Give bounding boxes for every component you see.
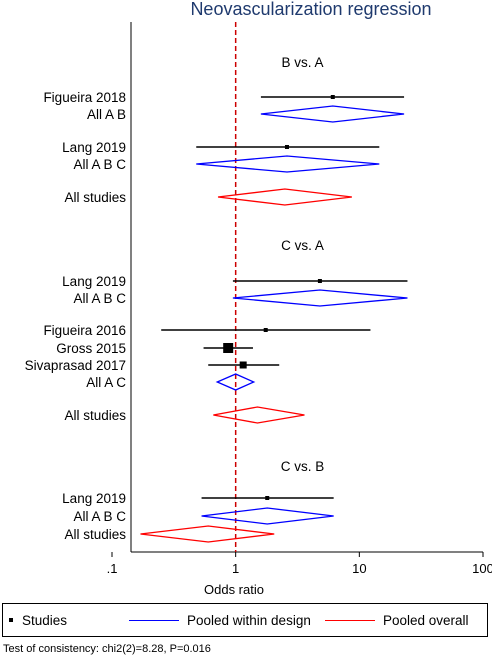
legend-label-studies: Studies: [22, 612, 68, 628]
chart-title: Neovascularization regression: [190, 0, 431, 19]
legend: Studies Pooled within design Pooled over…: [2, 603, 488, 637]
legend-label-pooled-overall: Pooled overall: [383, 612, 469, 628]
row-label: Sivaprasad 2017: [25, 358, 126, 373]
pooled-overall-diamond: [213, 406, 305, 424]
pooled-design-diamond: [260, 105, 405, 123]
pooled-overall-diamond: [140, 525, 275, 543]
legend-item-pooled-overall: Pooled overall: [325, 604, 469, 636]
study-marker-icon: [9, 618, 13, 622]
legend-item-pooled-within-design: Pooled within design: [129, 604, 311, 636]
pooled-design-diamond: [201, 507, 334, 525]
study-point: [284, 145, 289, 149]
group-heading: B vs. A: [281, 55, 323, 70]
forest-plot: Neovascularization regression .1 1 10 100 B …: [25, 0, 492, 597]
row-label: All A B C: [73, 291, 126, 306]
x-tick-label: .1: [107, 561, 118, 576]
row-label: Figueira 2016: [43, 323, 126, 338]
study-point: [239, 361, 247, 369]
pooled-design-diamond: [196, 155, 380, 173]
row-label: Lang 2019: [62, 491, 126, 506]
group-heading: C vs. A: [281, 238, 324, 253]
row-label: Gross 2015: [56, 341, 126, 356]
x-tick-label: 1: [232, 561, 239, 576]
pooled-overall-diamond: [217, 188, 352, 206]
x-axis-label: Odds ratio: [204, 582, 264, 597]
legend-label-pooled-within-design: Pooled within design: [187, 612, 311, 628]
x-tick-label: 10: [352, 561, 366, 576]
row-label: All A C: [86, 375, 126, 390]
study-point: [263, 328, 268, 332]
study-point: [330, 95, 335, 99]
x-tick-label: 100: [472, 561, 492, 576]
row-label: Lang 2019: [62, 274, 126, 289]
plot-layer: .1 1 10 100 B vs. A Figueira 2018 All A B Lang …: [25, 22, 492, 576]
blue-line-icon: [129, 619, 179, 621]
study-point: [317, 279, 322, 283]
legend-item-studies: Studies: [9, 604, 67, 636]
row-label: All studies: [64, 408, 126, 423]
row-label: All studies: [64, 190, 126, 205]
group-heading: C vs. B: [281, 459, 325, 474]
row-label: Lang 2019: [62, 140, 126, 155]
row-label: All studies: [64, 527, 126, 542]
study-point: [265, 496, 270, 500]
pooled-design-diamond: [232, 289, 408, 307]
red-line-icon: [325, 619, 375, 621]
row-label: Figueira 2018: [43, 90, 126, 105]
study-point: [223, 343, 234, 353]
consistency-test-note: Test of consistency: chi2(2)=8.28, P=0.0…: [3, 643, 211, 655]
row-label: All A B C: [73, 157, 126, 172]
row-label: All A B: [87, 107, 126, 122]
pooled-design-diamond: [215, 373, 256, 391]
row-label: All A B C: [73, 509, 126, 524]
